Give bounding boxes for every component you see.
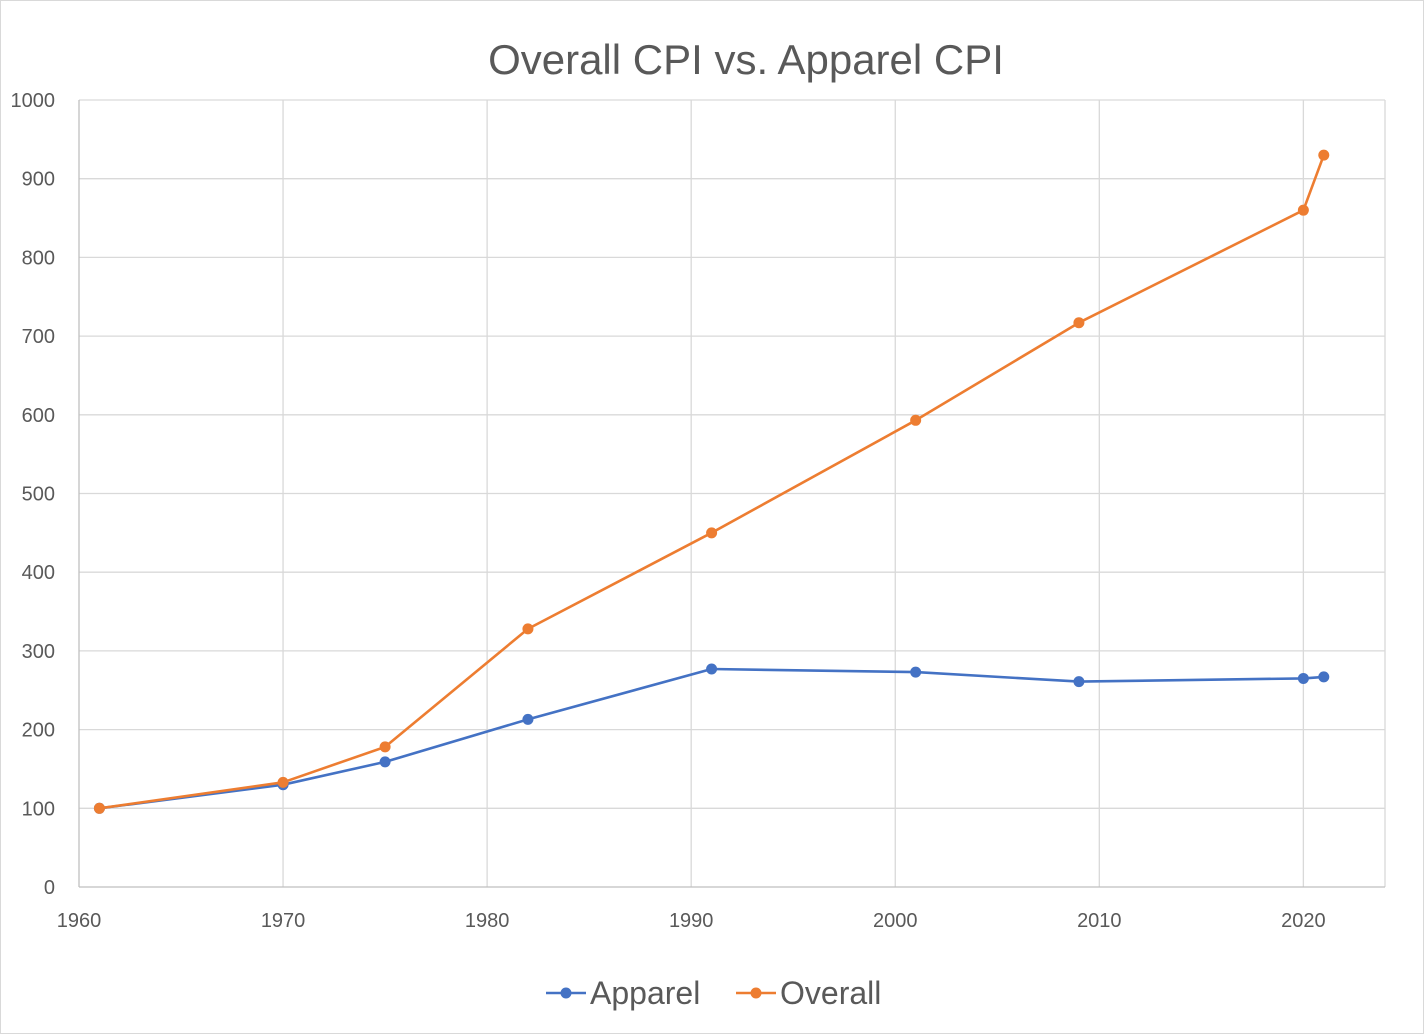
y-tick-label: 300 xyxy=(22,641,55,663)
x-tick-label: 1970 xyxy=(261,910,306,932)
data-point-apparel xyxy=(910,666,922,678)
x-tick-label: 2020 xyxy=(1281,910,1326,932)
y-tick-label: 200 xyxy=(22,720,55,742)
axis-layer: 0 100 200 300 400 500 600 700 800 900 1000 1960 1970… xyxy=(11,90,1385,932)
x-tick-label: 1960 xyxy=(57,910,102,932)
y-tick-label: 800 xyxy=(22,247,55,269)
x-tick-label: 2010 xyxy=(1077,910,1122,932)
legend-label-apparel: Apparel xyxy=(590,975,700,1011)
data-point-overall xyxy=(1297,204,1309,216)
legend: Apparel Overall xyxy=(546,975,881,1011)
x-tick-label: 1980 xyxy=(465,910,510,932)
data-point-apparel xyxy=(706,663,718,675)
data-point-overall xyxy=(277,776,289,788)
data-point-apparel xyxy=(379,756,391,768)
data-point-overall xyxy=(522,623,534,635)
series-layer xyxy=(93,149,1330,814)
data-point-overall xyxy=(93,802,105,814)
data-point-overall xyxy=(1318,149,1330,161)
data-point-overall xyxy=(910,414,922,426)
y-tick-label: 1000 xyxy=(11,90,56,112)
chart-title: Overall CPI vs. Apparel CPI xyxy=(488,36,1004,83)
data-point-overall xyxy=(379,741,391,753)
data-point-apparel xyxy=(522,713,534,725)
data-point-apparel xyxy=(1297,672,1309,684)
y-tick-label: 900 xyxy=(22,169,55,191)
y-tick-label: 400 xyxy=(22,562,55,584)
y-tick-label: 0 xyxy=(44,877,55,899)
legend-marker-overall xyxy=(750,987,762,999)
data-point-overall xyxy=(1073,317,1085,329)
y-tick-label: 600 xyxy=(22,405,55,427)
y-tick-label: 100 xyxy=(22,798,55,820)
data-point-overall xyxy=(706,527,718,539)
y-tick-label: 700 xyxy=(22,326,55,348)
data-point-apparel xyxy=(1318,671,1330,683)
x-tick-label: 1990 xyxy=(669,910,714,932)
grid-layer xyxy=(79,99,1386,887)
x-tick-label: 2000 xyxy=(873,910,918,932)
y-tick-label: 500 xyxy=(22,484,55,506)
legend-label-overall: Overall xyxy=(780,975,881,1011)
legend-marker-apparel xyxy=(560,987,572,999)
data-point-apparel xyxy=(1073,676,1085,688)
